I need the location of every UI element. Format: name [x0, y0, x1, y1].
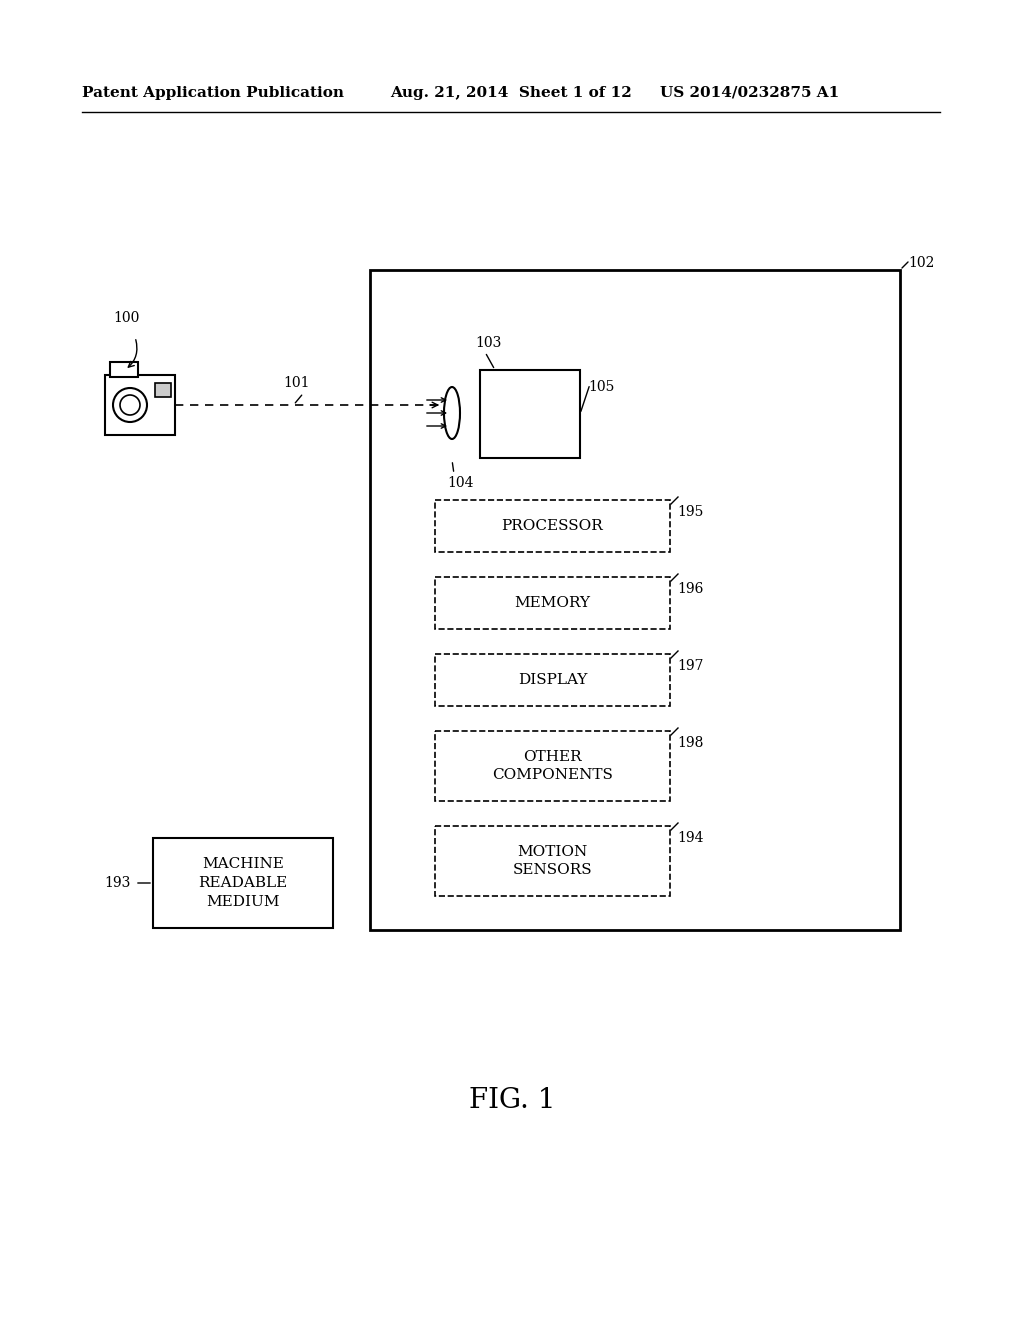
- Text: 197: 197: [677, 659, 703, 673]
- Bar: [153, 838, 333, 928]
- Bar: [110, 362, 138, 378]
- Text: Patent Application Publication: Patent Application Publication: [82, 86, 344, 100]
- Text: 196: 196: [677, 582, 703, 597]
- Bar: [155, 383, 171, 397]
- Text: 103: 103: [475, 337, 502, 350]
- Text: OTHER
COMPONENTS: OTHER COMPONENTS: [493, 750, 613, 783]
- Text: 101: 101: [284, 376, 310, 389]
- Bar: [435, 826, 670, 896]
- Text: 193: 193: [104, 876, 131, 890]
- Bar: [435, 577, 670, 630]
- Text: DISPLAY: DISPLAY: [518, 673, 587, 686]
- Ellipse shape: [444, 387, 460, 440]
- Text: US 2014/0232875 A1: US 2014/0232875 A1: [660, 86, 840, 100]
- Text: FIG. 1: FIG. 1: [469, 1086, 555, 1114]
- Text: MOTION
SENSORS: MOTION SENSORS: [513, 845, 592, 878]
- Bar: [105, 375, 175, 436]
- Text: 104: 104: [447, 477, 473, 490]
- Text: 194: 194: [677, 832, 703, 845]
- Text: 100: 100: [113, 312, 139, 325]
- Bar: [435, 653, 670, 706]
- Circle shape: [120, 395, 140, 414]
- Bar: [480, 370, 580, 458]
- Text: 198: 198: [677, 737, 703, 750]
- Text: 195: 195: [677, 506, 703, 519]
- Circle shape: [113, 388, 147, 422]
- Text: 105: 105: [588, 380, 614, 393]
- Bar: [370, 271, 900, 931]
- Bar: [435, 731, 670, 801]
- Text: MEMORY: MEMORY: [514, 597, 591, 610]
- Bar: [435, 500, 670, 552]
- Text: PROCESSOR: PROCESSOR: [502, 519, 603, 533]
- Text: MACHINE
READABLE
MEDIUM: MACHINE READABLE MEDIUM: [199, 857, 288, 909]
- Text: Aug. 21, 2014  Sheet 1 of 12: Aug. 21, 2014 Sheet 1 of 12: [390, 86, 632, 100]
- Text: 102: 102: [908, 256, 934, 271]
